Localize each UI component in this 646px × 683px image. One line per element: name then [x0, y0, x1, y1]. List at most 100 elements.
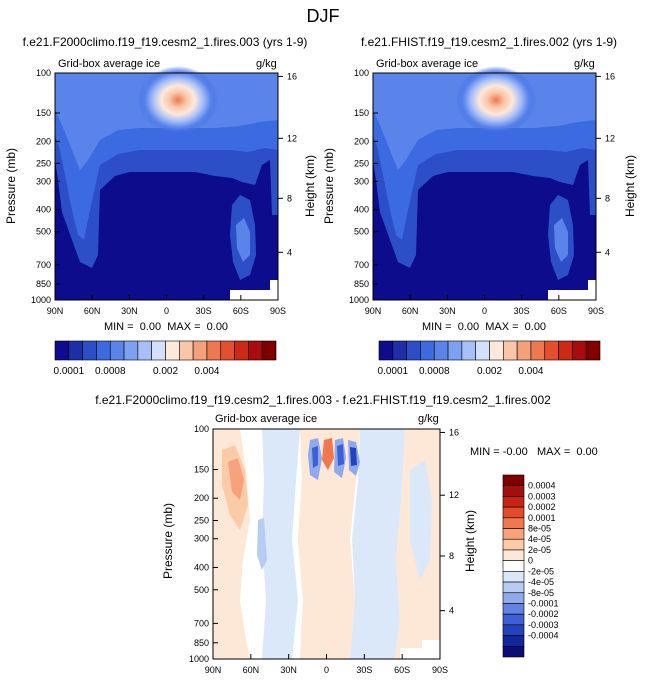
colorbar-box — [234, 340, 249, 361]
colorbar-box — [392, 340, 407, 361]
panel-1-title: f.e21.F2000climo.f19_f19.cesm2_1.fires.0… — [23, 35, 308, 49]
colorbar-box — [96, 340, 111, 361]
colorbar-box — [572, 340, 587, 361]
x-tick-label: 90S — [588, 306, 604, 316]
colorbar-label: 4e-05 — [528, 534, 551, 544]
colorbar-label: 0.004 — [518, 366, 543, 377]
colorbar-box — [433, 340, 449, 361]
y2-tick-label: 8 — [449, 551, 454, 561]
panel-1-left-string: Grid-box average ice — [58, 58, 160, 70]
x-tick-label: 90S — [432, 665, 448, 675]
colorbar-label: 0.0001 — [528, 513, 556, 523]
y2-tick-label: 4 — [449, 606, 454, 616]
y-tick-label: 500 — [354, 227, 369, 237]
y2-tick-label: 12 — [605, 133, 615, 143]
colorbar-label: 0.0008 — [95, 366, 126, 377]
y2-tick-label: 4 — [287, 247, 292, 257]
x-tick-label: 30N — [121, 306, 138, 316]
colorbar-label: 2e-05 — [528, 545, 551, 555]
x-tick-label: 60S — [394, 665, 410, 675]
y2-tick-label: 16 — [287, 71, 297, 81]
y2-tick-label: 16 — [449, 427, 459, 437]
y-tick-label: 150 — [36, 108, 51, 118]
colorbar-label: 0.0001 — [378, 366, 409, 377]
x-tick-label: 90S — [270, 306, 286, 316]
colorbar-box — [261, 340, 277, 361]
colorbar-label: 0.0004 — [528, 481, 556, 491]
panel-2-ylabel: Pressure (mb) — [322, 148, 336, 224]
panel-3-title: f.e21.F2000climo.f19_f19.cesm2_1.fires.0… — [95, 393, 551, 407]
y-tick-label: 100 — [36, 68, 51, 78]
colorbar-box — [82, 340, 97, 361]
panel-2-y2label: Height (km) — [623, 155, 637, 217]
panel-2-field — [373, 66, 596, 300]
colorbar-box — [530, 340, 546, 361]
y-tick-label: 400 — [36, 205, 51, 215]
x-tick-label: 90N — [205, 665, 222, 675]
x-tick-label: 30S — [514, 306, 530, 316]
colorbar-box — [475, 340, 490, 361]
colorbar-box — [585, 340, 601, 361]
colorbar-box — [137, 340, 152, 361]
colorbar-label: 0 — [528, 556, 533, 566]
panel-3-colorbar — [502, 474, 525, 658]
panel-1-x-ticks: 90N 60N 30N 0 30S 60S 90S — [47, 295, 286, 316]
colorbar-box — [516, 340, 532, 361]
colorbar-box — [109, 340, 125, 361]
colorbar-box — [502, 485, 525, 497]
panel-2-x-ticks: 90N 60N 30N 0 30S 60S 90S — [365, 295, 604, 316]
panel-3: f.e21.F2000climo.f19_f19.cesm2_1.fires.0… — [95, 393, 598, 675]
y2-tick-label: 4 — [605, 247, 610, 257]
x-tick-label: 60S — [233, 306, 249, 316]
y-tick-label: 200 — [194, 493, 209, 503]
panel-2-title: f.e21.FHIST.f19_f19.cesm2_1.fires.002 (y… — [361, 35, 617, 49]
colorbar-label: -8e-05 — [528, 588, 554, 598]
x-tick-label: 60N — [243, 665, 260, 675]
colorbar-box — [192, 340, 208, 361]
colorbar-box — [502, 581, 525, 594]
colorbar-label: 0.004 — [194, 366, 219, 377]
colorbar-box — [420, 340, 435, 361]
colorbar-box — [502, 549, 525, 561]
panel-1-colorbar — [54, 340, 277, 361]
y-tick-label: 300 — [36, 176, 51, 186]
colorbar-box — [502, 560, 525, 572]
panel-3-ylabel: Pressure (mb) — [161, 503, 175, 579]
colorbar-box — [68, 340, 83, 361]
colorbar-box — [220, 340, 235, 361]
y-tick-label: 300 — [194, 534, 209, 544]
colorbar-box — [502, 571, 525, 583]
panel-3-field — [213, 429, 440, 659]
colorbar-label: 0.002 — [153, 366, 178, 377]
panel-2-y2-ticks: 16 12 8 4 — [596, 71, 615, 257]
panel-1-y2-ticks: 16 12 8 4 — [278, 71, 297, 257]
x-tick-label: 30N — [439, 306, 456, 316]
panel-1-y-ticks: 100 150 200 250 300 400 500 700 850 1000 — [31, 68, 60, 305]
y-tick-label: 100 — [194, 424, 209, 434]
colorbar-box — [447, 340, 463, 361]
colorbar-box — [502, 635, 525, 647]
panel-1-y2label: Height (km) — [303, 155, 317, 217]
colorbar-box — [54, 340, 70, 361]
y-tick-label: 700 — [194, 618, 209, 628]
x-tick-label: 30S — [356, 665, 372, 675]
colorbar-box — [502, 496, 525, 508]
colorbar-box — [461, 340, 476, 361]
colorbar-box — [502, 624, 525, 636]
colorbar-box — [558, 340, 573, 361]
y-tick-label: 850 — [194, 638, 209, 648]
y-tick-label: 400 — [354, 205, 369, 215]
colorbar-label: -0.0002 — [528, 609, 559, 619]
colorbar-label: 0.0001 — [54, 366, 85, 377]
page-title: DJF — [307, 6, 340, 26]
x-tick-label: 60S — [551, 306, 567, 316]
colorbar-label: -0.0003 — [528, 620, 559, 630]
y-tick-label: 250 — [194, 516, 209, 526]
panel-3-y-ticks: 100 150 200 250 300 400 500 700 850 1000 — [189, 424, 218, 664]
colorbar-label: 0.0008 — [419, 366, 450, 377]
colorbar-box — [206, 340, 222, 361]
colorbar-label: -0.0004 — [528, 631, 559, 641]
colorbar-label: 0.0002 — [528, 502, 556, 512]
y-tick-label: 300 — [354, 176, 369, 186]
